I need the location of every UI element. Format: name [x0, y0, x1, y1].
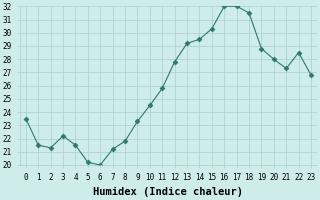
X-axis label: Humidex (Indice chaleur): Humidex (Indice chaleur): [93, 187, 244, 197]
